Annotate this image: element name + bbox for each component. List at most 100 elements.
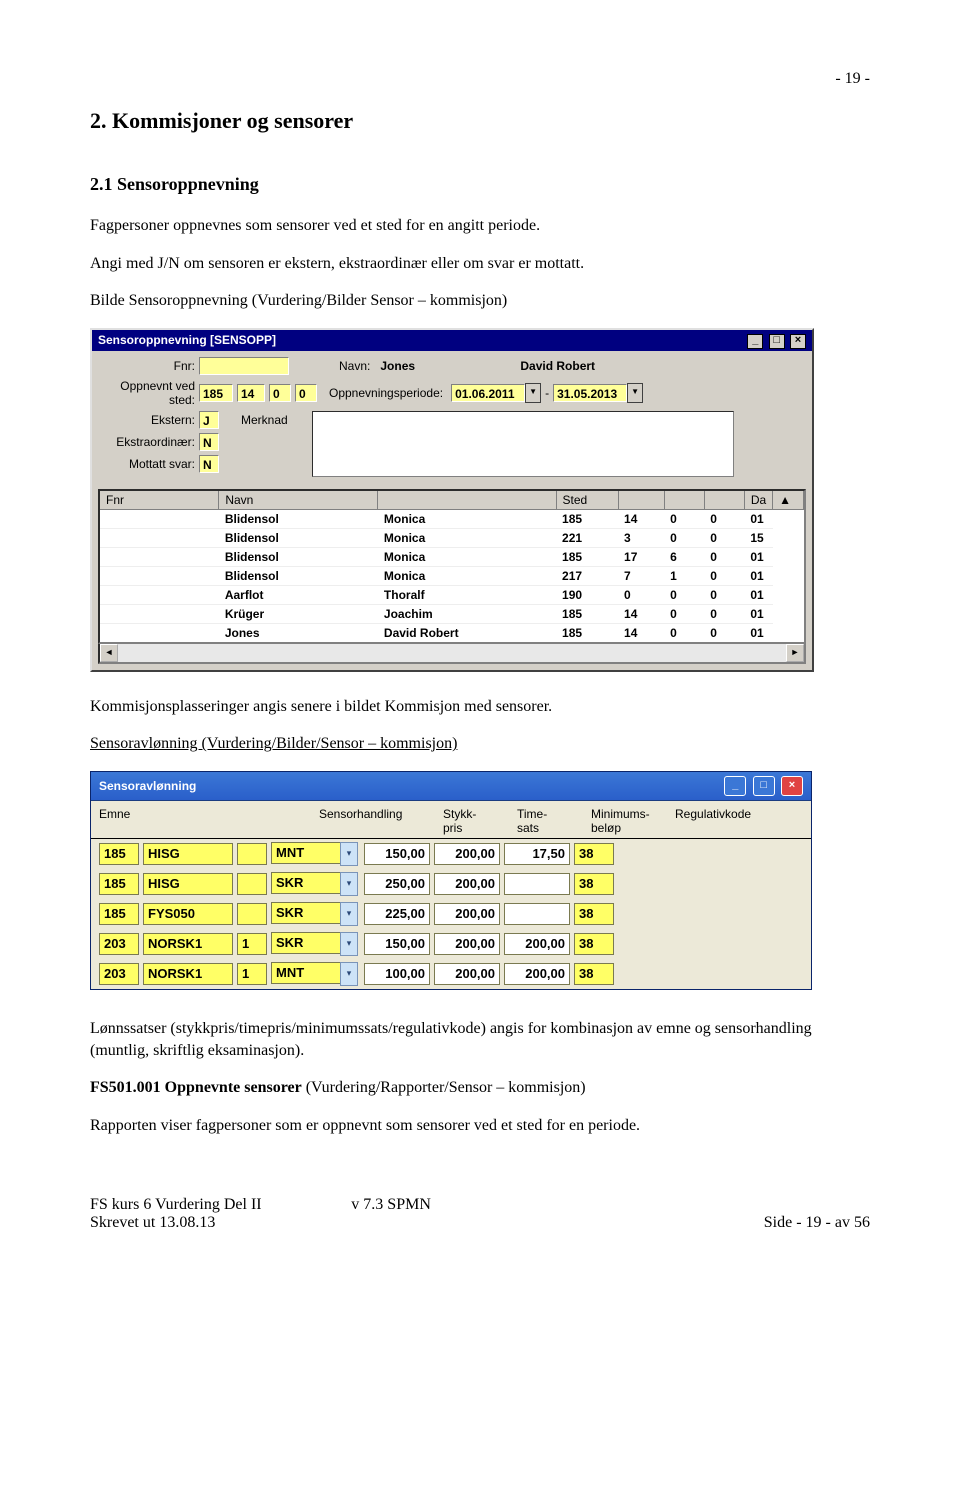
cell-handling[interactable]: SKR (271, 932, 341, 954)
col-da[interactable]: Da (744, 491, 772, 510)
col-timesats: Time- sats (517, 807, 591, 835)
label-ekstern: Ekstern: (100, 413, 199, 427)
cell-code3[interactable] (237, 903, 267, 925)
cell-code3[interactable] (237, 843, 267, 865)
cell-code1[interactable]: 203 (99, 933, 139, 955)
col-navn[interactable]: Navn (219, 491, 378, 510)
cell-timesats[interactable]: 200,00 (434, 843, 500, 865)
maximize-icon[interactable]: □ (769, 334, 785, 349)
table-row[interactable]: 203NORSK11MNT▾100,00200,00200,0038 (91, 959, 811, 989)
col-minbelop: Minimums- beløp (591, 807, 675, 835)
table-row[interactable]: BlidensolMonica185140001 (100, 509, 804, 528)
grid-sensors: Fnr Navn Sted Da ▲ BlidensolMonica185140… (98, 489, 806, 644)
cell-minbelop[interactable]: 200,00 (504, 933, 570, 955)
dropdown-to-icon[interactable]: ▼ (627, 383, 643, 403)
cell-code1[interactable]: 185 (99, 843, 139, 865)
titlebar[interactable]: Sensoroppnevning [SENSOPP] _ □ × (92, 330, 812, 351)
cell-stykkpris[interactable]: 150,00 (364, 933, 430, 955)
scrollbar-vertical[interactable]: ▲ (773, 491, 804, 510)
input-ekstraord[interactable]: N (199, 433, 219, 451)
close-icon[interactable]: × (790, 334, 806, 349)
cell-code2[interactable]: NORSK1 (143, 963, 233, 985)
dropdown-icon[interactable]: ▾ (340, 842, 358, 866)
input-sted2[interactable]: 14 (237, 384, 265, 402)
dropdown-icon[interactable]: ▾ (340, 872, 358, 896)
cell-handling[interactable]: MNT (271, 842, 341, 864)
scroll-left-icon[interactable]: ◄ (100, 644, 118, 662)
table-row[interactable]: 185FYS050 SKR▾ 225,00200,00 38 (91, 899, 811, 929)
cell-minbelop[interactable] (504, 903, 570, 925)
scroll-right-icon[interactable]: ► (786, 644, 804, 662)
cell-regulativ[interactable]: 38 (574, 903, 614, 925)
input-period-from[interactable]: 01.06.2011 (451, 384, 525, 402)
cell-stykkpris[interactable]: 225,00 (364, 903, 430, 925)
cell-timesats[interactable]: 200,00 (434, 903, 500, 925)
table-row[interactable]: BlidensolMonica21771001 (100, 566, 804, 585)
cell-regulativ[interactable]: 38 (574, 933, 614, 955)
cell-code2[interactable]: FYS050 (143, 903, 233, 925)
textarea-merknad[interactable] (312, 411, 734, 477)
cell-code2[interactable]: NORSK1 (143, 933, 233, 955)
dropdown-icon[interactable]: ▾ (340, 932, 358, 956)
scrollbar-horizontal[interactable]: ◄ ► (98, 644, 806, 664)
col-fnr[interactable]: Fnr (100, 491, 219, 510)
cell-minbelop[interactable]: 200,00 (504, 963, 570, 985)
table-row[interactable]: ☞JonesDavid Robert185140001 (100, 623, 804, 642)
input-sted4[interactable]: 0 (295, 384, 317, 402)
dropdown-from-icon[interactable]: ▼ (525, 383, 541, 403)
cell-regulativ[interactable]: 38 (574, 843, 614, 865)
cell-code1[interactable]: 185 (99, 903, 139, 925)
cell-stykkpris[interactable]: 250,00 (364, 873, 430, 895)
cell-handling[interactable]: SKR (271, 872, 341, 894)
table-row[interactable]: AarflotThoralf19000001 (100, 585, 804, 604)
cell-minbelop[interactable]: 17,50 (504, 843, 570, 865)
input-fnr[interactable] (199, 357, 289, 375)
input-period-to[interactable]: 31.05.2013 (553, 384, 627, 402)
cell-code2[interactable]: HISG (143, 873, 233, 895)
dropdown-icon[interactable]: ▾ (340, 962, 358, 986)
cell-code1[interactable]: 203 (99, 963, 139, 985)
cell-stykkpris[interactable]: 100,00 (364, 963, 430, 985)
window-controls: _ □ × (745, 332, 806, 349)
table-row[interactable]: KrügerJoachim185140001 (100, 604, 804, 623)
maximize-icon[interactable]: □ (753, 776, 775, 796)
minimize-icon[interactable]: _ (747, 334, 763, 349)
cell-timesats[interactable]: 200,00 (434, 933, 500, 955)
cell-timesats[interactable]: 200,00 (434, 873, 500, 895)
col-stykkpris: Stykk- pris (443, 807, 517, 835)
close-icon[interactable]: × (781, 776, 803, 796)
label-ekstraord: Ekstraordinær: (100, 435, 199, 449)
footer-mid: v 7.3 SPMN (351, 1196, 608, 1214)
cell-handling[interactable]: MNT (271, 962, 341, 984)
dropdown-icon[interactable]: ▾ (340, 902, 358, 926)
col-first[interactable] (378, 491, 556, 510)
titlebar-xp[interactable]: Sensoravlønning _ □ × (91, 772, 811, 801)
cell-minbelop[interactable] (504, 873, 570, 895)
cell-code1[interactable]: 185 (99, 873, 139, 895)
cell-code2[interactable]: HISG (143, 843, 233, 865)
col-sted[interactable]: Sted (556, 491, 618, 510)
footer-right: Side - 19 - av 56 (613, 1214, 870, 1232)
input-mottatt[interactable]: N (199, 455, 219, 473)
cell-stykkpris[interactable]: 150,00 (364, 843, 430, 865)
label-mottatt: Mottatt svar: (100, 457, 199, 471)
cell-code3[interactable]: 1 (237, 933, 267, 955)
cell-code3[interactable] (237, 873, 267, 895)
label-merknad: Merknad (241, 413, 292, 427)
table-row[interactable]: 185HISG SKR▾ 250,00200,00 38 (91, 869, 811, 899)
minimize-icon[interactable]: _ (724, 776, 746, 796)
table-row[interactable]: BlidensolMonica22130015 (100, 528, 804, 547)
cell-timesats[interactable]: 200,00 (434, 963, 500, 985)
table-row[interactable]: 203NORSK11SKR▾150,00200,00200,0038 (91, 929, 811, 959)
col-sensorhandling: Sensorhandling (319, 807, 443, 835)
cell-regulativ[interactable]: 38 (574, 873, 614, 895)
input-ekstern[interactable]: J (199, 411, 219, 429)
cell-handling[interactable]: SKR (271, 902, 341, 924)
table-row[interactable]: 185HISG MNT▾ 150,00200,0017,5038 (91, 839, 811, 869)
col-emne: Emne (99, 807, 155, 835)
cell-regulativ[interactable]: 38 (574, 963, 614, 985)
cell-code3[interactable]: 1 (237, 963, 267, 985)
input-sted3[interactable]: 0 (269, 384, 291, 402)
table-row[interactable]: BlidensolMonica185176001 (100, 547, 804, 566)
input-sted1[interactable]: 185 (199, 384, 233, 402)
